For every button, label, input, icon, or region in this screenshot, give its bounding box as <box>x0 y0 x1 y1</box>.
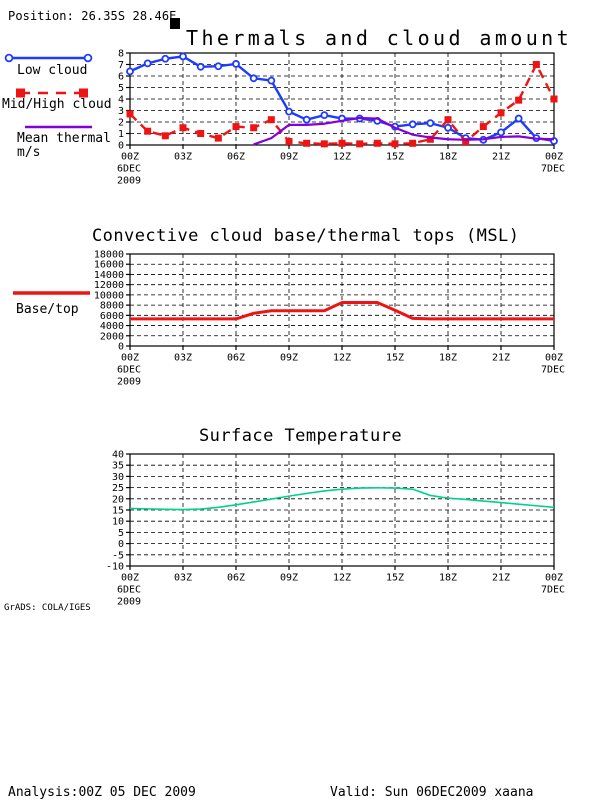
cursor-block-icon <box>170 18 180 29</box>
svg-text:35: 35 <box>112 461 124 472</box>
svg-text:4: 4 <box>118 95 124 106</box>
svg-text:00Z: 00Z <box>121 353 139 364</box>
svg-text:10000: 10000 <box>94 290 124 301</box>
position-label: Position: 26.35S 28.46E <box>8 9 177 23</box>
svg-text:14000: 14000 <box>94 270 124 281</box>
svg-text:00Z: 00Z <box>121 573 139 584</box>
svg-text:09Z: 09Z <box>280 573 298 584</box>
svg-text:7DEC: 7DEC <box>541 365 565 376</box>
svg-text:8: 8 <box>118 49 124 60</box>
legend-label-low-cloud: Low cloud <box>17 63 88 78</box>
analysis-time-label: Analysis:00Z 05 DEC 2009 <box>8 785 196 800</box>
svg-text:25: 25 <box>112 483 124 494</box>
legend-label-mid-high-cloud: Mid/High cloud <box>2 97 112 112</box>
chart2-title: Convective cloud base/thermal tops (MSL) <box>92 226 520 246</box>
svg-text:30: 30 <box>112 472 124 483</box>
svg-text:2009: 2009 <box>117 176 141 187</box>
svg-text:20: 20 <box>112 494 124 505</box>
legend-label-mean-thermal-units: m/s <box>17 145 41 160</box>
svg-text:0: 0 <box>118 342 124 353</box>
svg-text:10: 10 <box>112 517 124 528</box>
svg-text:6DEC: 6DEC <box>117 365 141 376</box>
svg-text:-10: -10 <box>106 562 124 573</box>
svg-text:12Z: 12Z <box>333 353 351 364</box>
valid-time-label: Valid: Sun 06DEC2009 xaana <box>330 785 534 800</box>
svg-text:3: 3 <box>118 106 124 117</box>
legend-label-mean-thermal: Mean thermal <box>17 131 111 146</box>
svg-text:12000: 12000 <box>94 280 124 291</box>
svg-text:6DEC: 6DEC <box>117 164 141 175</box>
svg-text:6DEC: 6DEC <box>117 585 141 596</box>
chart1-title: Thermals and cloud amount <box>186 26 573 50</box>
svg-text:5: 5 <box>118 528 124 539</box>
svg-text:06Z: 06Z <box>227 152 245 163</box>
svg-text:7: 7 <box>118 60 124 71</box>
svg-text:18000: 18000 <box>94 250 124 261</box>
svg-text:7DEC: 7DEC <box>541 164 565 175</box>
svg-text:00Z: 00Z <box>121 152 139 163</box>
svg-text:15Z: 15Z <box>386 152 404 163</box>
svg-text:12Z: 12Z <box>333 152 351 163</box>
svg-text:8000: 8000 <box>100 301 124 312</box>
svg-text:18Z: 18Z <box>439 353 457 364</box>
svg-text:21Z: 21Z <box>492 353 510 364</box>
svg-text:09Z: 09Z <box>280 152 298 163</box>
svg-text:0: 0 <box>118 539 124 550</box>
svg-text:2: 2 <box>118 118 124 129</box>
svg-text:18Z: 18Z <box>439 573 457 584</box>
chart3-title: Surface Temperature <box>199 426 403 446</box>
svg-text:06Z: 06Z <box>227 573 245 584</box>
svg-text:4000: 4000 <box>100 321 124 332</box>
svg-text:21Z: 21Z <box>492 573 510 584</box>
svg-text:15Z: 15Z <box>386 353 404 364</box>
svg-text:09Z: 09Z <box>280 353 298 364</box>
svg-text:2009: 2009 <box>117 597 141 608</box>
svg-text:15: 15 <box>112 506 124 517</box>
svg-text:-5: -5 <box>112 550 124 561</box>
svg-text:40: 40 <box>112 450 124 461</box>
svg-text:1: 1 <box>118 129 124 140</box>
svg-text:0: 0 <box>118 141 124 152</box>
legend-label-base-top: Base/top <box>16 302 79 317</box>
svg-text:5: 5 <box>118 83 124 94</box>
svg-text:2009: 2009 <box>117 377 141 388</box>
svg-text:00Z: 00Z <box>545 152 563 163</box>
svg-text:00Z: 00Z <box>545 353 563 364</box>
svg-text:6: 6 <box>118 72 124 83</box>
svg-text:18Z: 18Z <box>439 152 457 163</box>
svg-text:15Z: 15Z <box>386 573 404 584</box>
svg-text:06Z: 06Z <box>227 353 245 364</box>
svg-text:2000: 2000 <box>100 331 124 342</box>
svg-text:6000: 6000 <box>100 311 124 322</box>
svg-text:12Z: 12Z <box>333 573 351 584</box>
svg-text:03Z: 03Z <box>174 573 192 584</box>
svg-text:21Z: 21Z <box>492 152 510 163</box>
grads-watermark: GrADS: COLA/IGES <box>4 603 91 613</box>
svg-text:00Z: 00Z <box>545 573 563 584</box>
svg-text:7DEC: 7DEC <box>541 585 565 596</box>
svg-text:03Z: 03Z <box>174 353 192 364</box>
svg-text:16000: 16000 <box>94 260 124 271</box>
svg-text:03Z: 03Z <box>174 152 192 163</box>
